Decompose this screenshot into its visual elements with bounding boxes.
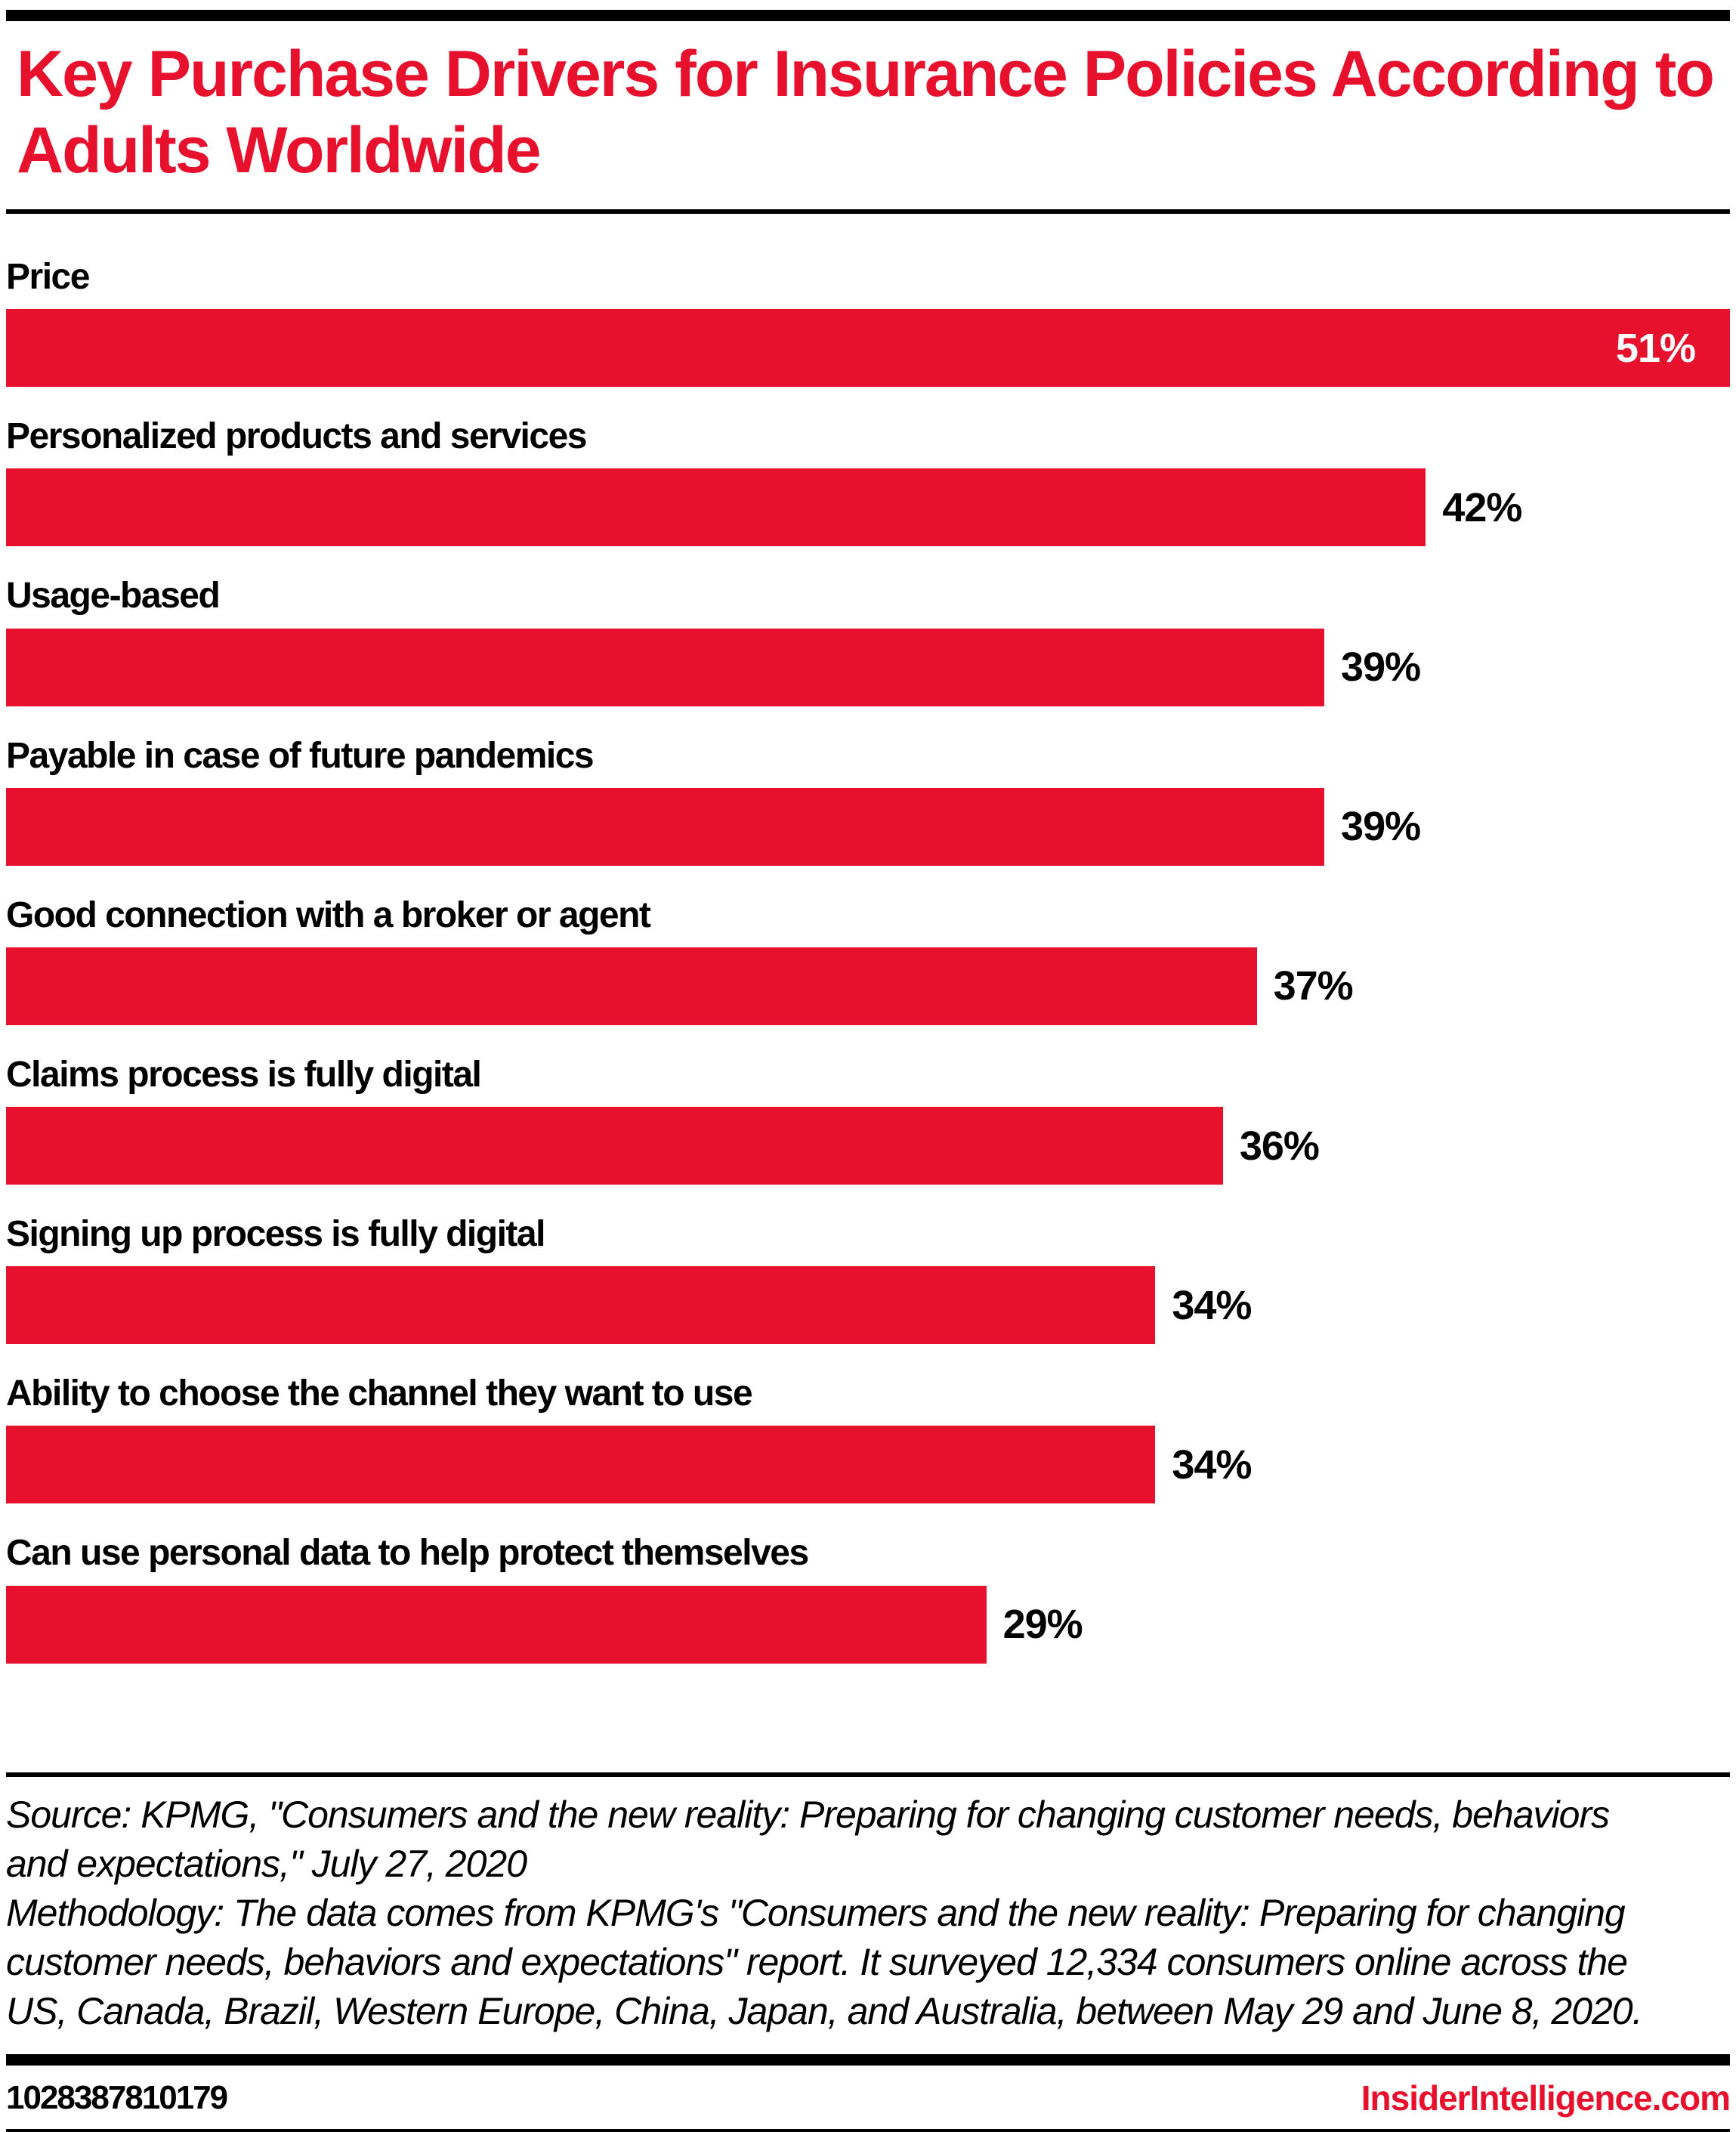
bar-category-label: Price [6,256,90,297]
source-block: Source: KPMG, "Consumers and the new rea… [6,1791,1660,2036]
title-divider [6,209,1730,214]
bar-category-label: Personalized products and services [6,416,587,457]
bar-line: 34% [6,1426,1730,1504]
bar-value-label: 39% [1341,644,1421,690]
source-text: Source: KPMG, "Consumers and the new rea… [6,1794,1610,1885]
chart-id: 1028387810179 [6,2079,228,2116]
bar-row: Price 51% [6,256,1730,388]
bar-line: 39% [6,787,1730,866]
bar-value-label: 39% [1341,804,1421,850]
bar-value-label: 42% [1442,484,1522,530]
top-black-bar [6,10,1730,21]
bar [6,468,1426,547]
bar-row: Payable in case of future pandemics 39% [6,735,1730,866]
bar-category-label: Claims process is fully digital [6,1054,482,1095]
bar-line: 34% [6,1266,1730,1345]
bar-category-label: Good connection with a broker or agent [6,895,651,935]
footer-black-bar [6,2054,1730,2066]
bar-category-label: Payable in case of future pandemics [6,735,595,776]
bar-category-label: Usage-based [6,576,221,616]
flex-spacer [6,1664,1730,1772]
bar-row: Personalized products and services 42% [6,416,1730,547]
footer-row: 1028387810179 InsiderIntelligence.com [6,2066,1731,2129]
bar-line: 36% [6,1107,1730,1185]
methodology-text: Methodology: The data comes from KPMG's … [6,1892,1642,2032]
bar [6,1426,1156,1504]
bar [6,1107,1223,1185]
bar-row: Claims process is fully digital 36% [6,1054,1730,1185]
bar-line: 42% [6,468,1730,547]
bar-category-label: Signing up process is fully digital [6,1214,545,1255]
bar-value-label: 34% [1172,1282,1252,1328]
bar [6,787,1325,866]
bar-chart: Price 51% Personalized products and serv… [6,227,1730,1664]
bar-row: Signing up process is fully digital 34% [6,1213,1730,1345]
bar [6,1585,987,1664]
bar-value-label: 29% [1002,1602,1083,1648]
bar-value-label: 34% [1172,1441,1252,1488]
brand-logo: InsiderIntelligence.com [1361,2078,1731,2118]
bar [6,1266,1156,1345]
bar-category-label: Can use personal data to help protect th… [6,1533,809,1574]
bar [6,628,1325,706]
bar-row: Ability to choose the channel they want … [6,1373,1730,1504]
bar [6,947,1257,1025]
source-divider [6,1772,1730,1777]
bar-row: Usage-based 39% [6,575,1730,706]
bar-row: Can use personal data to help protect th… [6,1532,1730,1664]
bar-row: Good connection with a broker or agent 3… [6,895,1730,1025]
bar-line: 29% [6,1585,1730,1664]
page-title: Key Purchase Drivers for Insurance Polic… [17,38,1715,187]
bar-line: 39% [6,628,1730,706]
bar-value-label: 51% [1615,325,1696,371]
bar-line: 51% [6,309,1730,388]
bar-category-label: Ability to choose the channel they want … [6,1373,753,1414]
bar: 51% [6,309,1730,388]
bar-value-label: 36% [1239,1123,1320,1169]
bottom-rule [6,2129,1730,2132]
bar-line: 37% [6,947,1730,1025]
bar-value-label: 37% [1273,963,1354,1009]
